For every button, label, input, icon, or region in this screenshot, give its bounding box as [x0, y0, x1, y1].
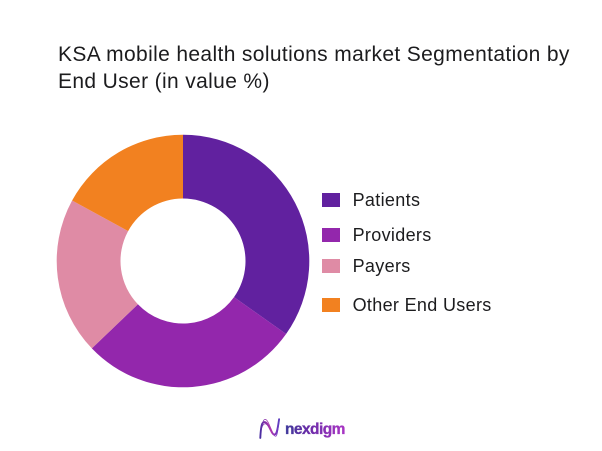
svg-text:nexdigm: nexdigm [285, 421, 345, 438]
